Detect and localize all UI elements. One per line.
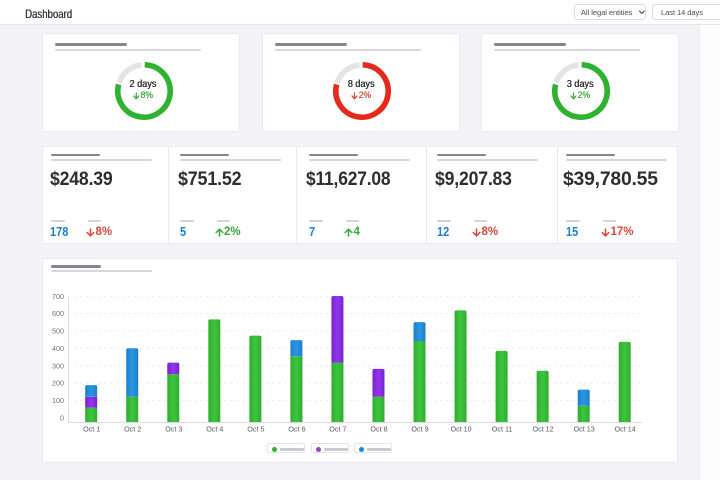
svg-text:Oct 4: Oct 4	[206, 424, 223, 433]
svg-text:0: 0	[60, 413, 64, 422]
svg-text:Oct 6: Oct 6	[288, 424, 305, 433]
svg-text:100: 100	[52, 396, 64, 405]
svg-text:Oct 13: Oct 13	[574, 424, 595, 433]
svg-text:Oct 9: Oct 9	[411, 424, 428, 433]
svg-text:Oct 11: Oct 11	[492, 424, 513, 433]
svg-text:Oct 7: Oct 7	[329, 424, 346, 433]
svg-text:Oct 12: Oct 12	[533, 424, 554, 433]
svg-text:Oct 1: Oct 1	[83, 424, 100, 433]
svg-text:200: 200	[52, 379, 64, 388]
svg-text:700: 700	[52, 292, 64, 301]
svg-text:Oct 8: Oct 8	[370, 424, 387, 433]
svg-text:400: 400	[52, 344, 64, 353]
svg-text:300: 300	[52, 361, 64, 370]
svg-text:Oct 2: Oct 2	[124, 424, 141, 433]
svg-text:500: 500	[52, 327, 64, 336]
svg-text:Oct 14: Oct 14	[615, 424, 636, 433]
svg-text:600: 600	[52, 309, 64, 318]
svg-text:Oct 3: Oct 3	[165, 424, 182, 433]
svg-text:Oct 10: Oct 10	[451, 424, 472, 433]
svg-text:Oct 5: Oct 5	[247, 424, 264, 433]
